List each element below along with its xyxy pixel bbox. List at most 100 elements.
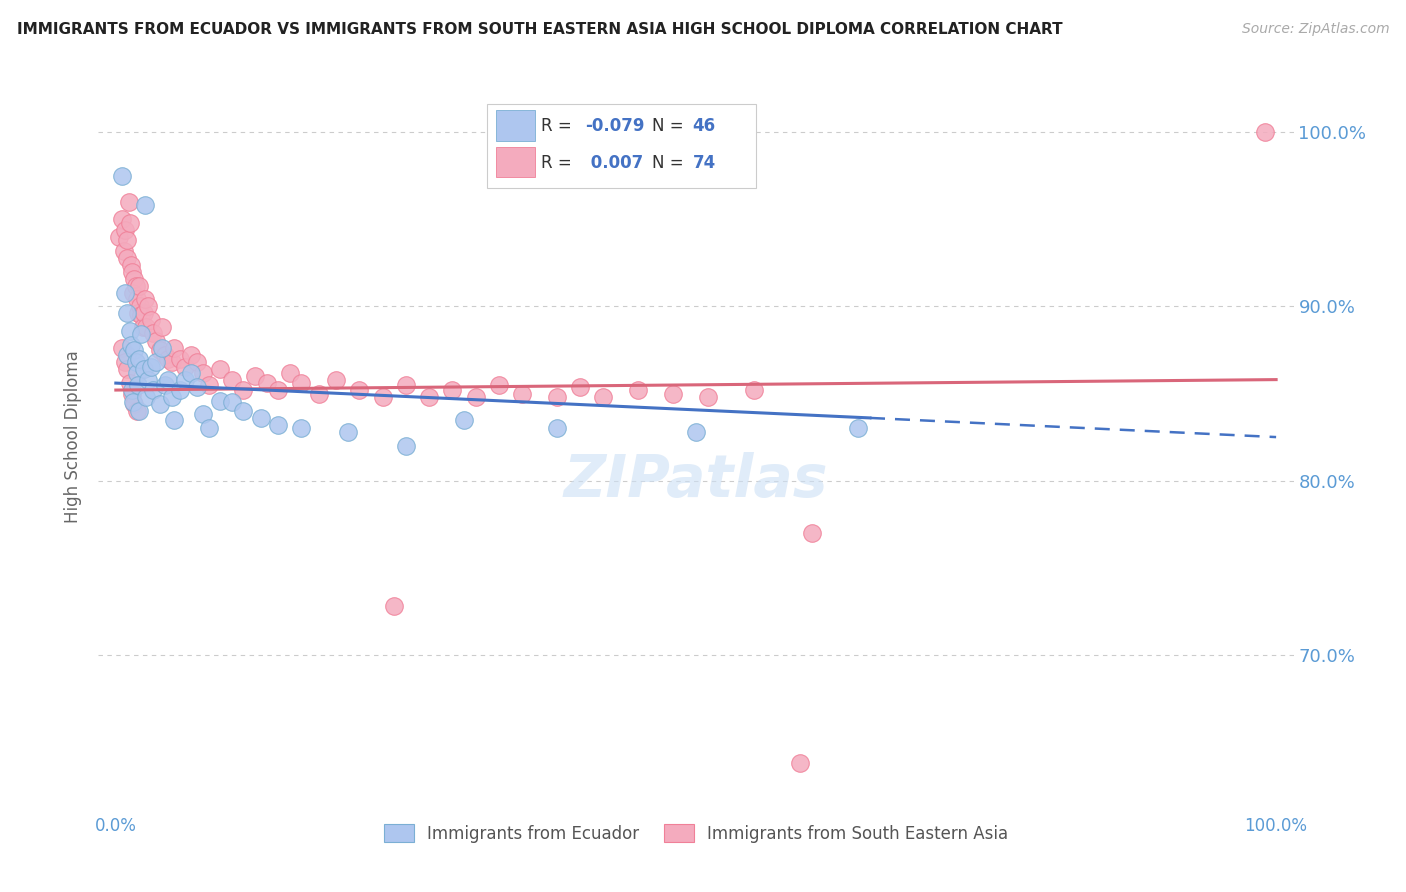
Point xyxy=(592,390,614,404)
Point xyxy=(627,383,650,397)
Point xyxy=(128,351,150,366)
Point xyxy=(149,397,172,411)
Point xyxy=(124,278,146,293)
Point xyxy=(174,360,197,375)
Point xyxy=(124,343,146,357)
Point xyxy=(163,412,186,426)
Point xyxy=(122,395,145,409)
Point xyxy=(145,334,167,349)
Point xyxy=(129,300,152,314)
Point xyxy=(349,383,371,397)
Point xyxy=(441,383,464,397)
Point xyxy=(111,169,134,183)
Point xyxy=(145,355,167,369)
Point xyxy=(1253,125,1275,139)
Point xyxy=(150,341,173,355)
Point xyxy=(128,278,150,293)
Point xyxy=(124,397,146,411)
Point xyxy=(135,390,157,404)
Point xyxy=(209,393,232,408)
Point xyxy=(157,373,180,387)
Point xyxy=(546,390,568,404)
Point xyxy=(124,271,146,285)
Point xyxy=(142,383,165,397)
Point xyxy=(453,412,475,426)
Point xyxy=(136,373,159,387)
Point xyxy=(118,324,141,338)
Point xyxy=(395,439,418,453)
Point xyxy=(848,421,870,435)
Point xyxy=(221,373,243,387)
Point xyxy=(114,285,136,300)
Point xyxy=(117,362,139,376)
Point xyxy=(112,244,135,258)
Point xyxy=(789,756,811,770)
Point xyxy=(197,421,219,435)
Point xyxy=(117,348,139,362)
Point xyxy=(209,362,232,376)
Text: R =: R = xyxy=(541,117,576,136)
Point xyxy=(685,425,707,439)
Point xyxy=(120,258,142,272)
Point xyxy=(134,293,156,307)
Point xyxy=(169,351,191,366)
Point xyxy=(160,390,183,404)
Point xyxy=(464,390,486,404)
Point xyxy=(221,395,243,409)
Point xyxy=(121,265,143,279)
FancyBboxPatch shape xyxy=(496,110,534,141)
Text: Source: ZipAtlas.com: Source: ZipAtlas.com xyxy=(1241,22,1389,37)
Point xyxy=(132,362,155,376)
Point xyxy=(134,198,156,212)
Point xyxy=(267,417,290,432)
Point xyxy=(139,360,162,375)
Point xyxy=(127,306,149,320)
Point xyxy=(111,212,134,227)
Point xyxy=(114,355,136,369)
Text: ZIPatlas: ZIPatlas xyxy=(564,452,828,509)
Point xyxy=(121,386,143,401)
Point xyxy=(118,216,141,230)
Point xyxy=(191,366,214,380)
Point xyxy=(131,320,153,334)
Text: IMMIGRANTS FROM ECUADOR VS IMMIGRANTS FROM SOUTH EASTERN ASIA HIGH SCHOOL DIPLOM: IMMIGRANTS FROM ECUADOR VS IMMIGRANTS FR… xyxy=(17,22,1063,37)
Point xyxy=(121,383,143,397)
Point xyxy=(117,233,139,247)
Text: 0.0%: 0.0% xyxy=(94,817,136,835)
Point xyxy=(180,348,202,362)
Point xyxy=(191,408,214,422)
Text: 0.007: 0.007 xyxy=(585,153,643,172)
Point xyxy=(131,327,153,342)
Point xyxy=(742,383,765,397)
Point xyxy=(124,355,146,369)
Point xyxy=(256,376,278,390)
Point xyxy=(135,320,157,334)
Point xyxy=(108,229,131,244)
Point xyxy=(114,223,136,237)
Point xyxy=(267,383,290,397)
Point xyxy=(163,341,186,355)
Point xyxy=(395,377,418,392)
Point xyxy=(117,194,139,209)
FancyBboxPatch shape xyxy=(486,104,756,188)
Point xyxy=(149,343,172,357)
Point xyxy=(169,383,191,397)
Text: N =: N = xyxy=(652,117,689,136)
Point xyxy=(568,379,591,393)
Point xyxy=(290,421,312,435)
Point xyxy=(186,355,208,369)
Point xyxy=(153,377,176,392)
Point xyxy=(290,376,312,390)
Point xyxy=(186,379,208,393)
Point xyxy=(128,404,150,418)
Text: -0.079: -0.079 xyxy=(585,117,644,136)
Point xyxy=(127,377,149,392)
Point xyxy=(308,386,330,401)
Text: N =: N = xyxy=(652,153,689,172)
Point xyxy=(125,293,148,307)
Point xyxy=(117,251,139,265)
Text: 46: 46 xyxy=(692,117,716,136)
Text: R =: R = xyxy=(541,153,576,172)
Point xyxy=(510,386,533,401)
Point xyxy=(157,351,180,366)
